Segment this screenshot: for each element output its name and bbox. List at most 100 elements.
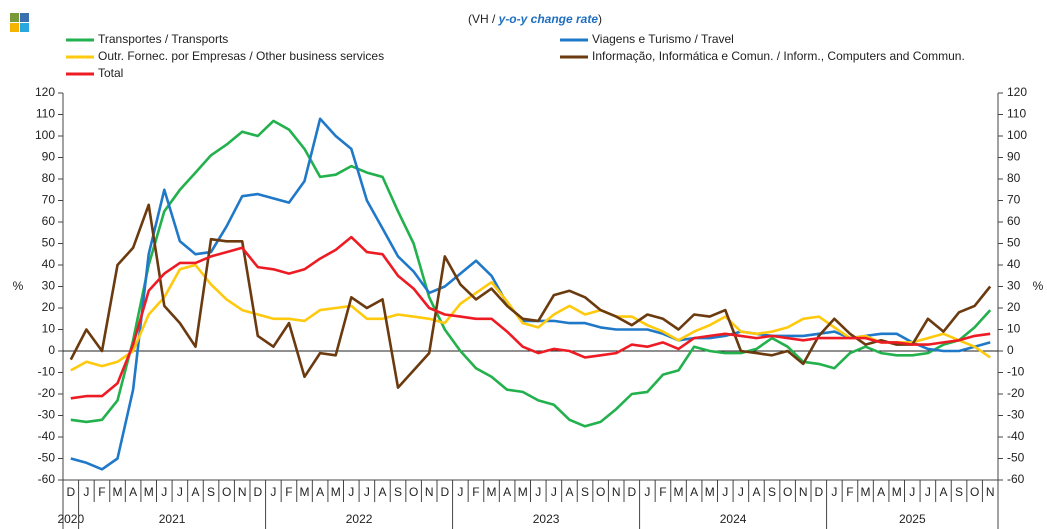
x-tick-label: A <box>939 485 947 499</box>
x-tick-label: M <box>674 485 684 499</box>
x-tick-label: D <box>253 485 262 499</box>
x-tick-label: A <box>503 485 511 499</box>
year-label: 2023 <box>533 512 560 526</box>
logo-square <box>10 23 19 32</box>
y-tick-label: 10 <box>42 322 56 336</box>
y2-tick-label: 20 <box>1007 300 1021 314</box>
x-tick-label: S <box>394 485 402 499</box>
x-tick-label: J <box>83 485 89 499</box>
x-tick-label: M <box>144 485 154 499</box>
x-tick-label: A <box>316 485 324 499</box>
legend-label: Transportes / Transports <box>98 32 228 46</box>
y-tick-label: -60 <box>38 472 56 486</box>
y2-tick-label: 80 <box>1007 171 1021 185</box>
y2-tick-label: 50 <box>1007 236 1021 250</box>
x-tick-label: S <box>581 485 589 499</box>
legend-label: Viagens e Turismo / Travel <box>592 32 734 46</box>
legend-label: Total <box>98 66 123 80</box>
x-tick-label: A <box>191 485 199 499</box>
x-tick-label: S <box>207 485 215 499</box>
x-tick-label: A <box>129 485 137 499</box>
logo-square <box>20 13 29 22</box>
year-label: 2022 <box>346 512 373 526</box>
series-line <box>70 263 991 372</box>
x-tick-label: M <box>705 485 715 499</box>
series-line <box>70 117 991 471</box>
subtitle-part: y-o-y change rate <box>498 12 599 26</box>
x-tick-label: J <box>348 485 354 499</box>
y-tick-label: 110 <box>36 107 55 121</box>
x-tick-label: O <box>596 485 605 499</box>
y-tick-label: 40 <box>42 257 56 271</box>
x-tick-label: F <box>846 485 853 499</box>
x-tick-label: F <box>285 485 292 499</box>
x-tick-label: J <box>925 485 931 499</box>
x-tick-label: O <box>222 485 231 499</box>
y-tick-label: 70 <box>42 193 56 207</box>
year-label: 2020 <box>57 512 84 526</box>
x-tick-label: A <box>752 485 760 499</box>
x-tick-label: D <box>66 485 75 499</box>
x-tick-label: N <box>238 485 247 499</box>
x-tick-label: D <box>627 485 636 499</box>
x-tick-label: A <box>877 485 885 499</box>
x-tick-label: J <box>738 485 744 499</box>
logo-square <box>10 13 19 22</box>
x-tick-label: O <box>409 485 418 499</box>
y2-tick-label: 10 <box>1007 322 1021 336</box>
y2-tick-label: -40 <box>1007 429 1025 443</box>
x-tick-label: F <box>472 485 479 499</box>
x-tick-label: J <box>551 485 557 499</box>
subtitle: (VH / y-o-y change rate) <box>468 12 602 26</box>
y2-tick-label: 0 <box>1007 343 1014 357</box>
x-tick-label: M <box>113 485 123 499</box>
y2-tick-label: 40 <box>1007 257 1021 271</box>
y-tick-label: 120 <box>35 85 55 99</box>
x-tick-label: A <box>565 485 573 499</box>
y-tick-label: 0 <box>48 343 55 357</box>
x-tick-label: N <box>986 485 995 499</box>
y-tick-label: 80 <box>42 171 56 185</box>
x-tick-label: N <box>425 485 434 499</box>
y2-tick-label: 120 <box>1007 85 1027 99</box>
x-tick-label: F <box>98 485 105 499</box>
y-tick-label: 90 <box>42 150 56 164</box>
y-tick-label: -20 <box>38 386 56 400</box>
x-tick-label: J <box>909 485 915 499</box>
y2-tick-label: 100 <box>1007 128 1027 142</box>
x-tick-label: A <box>378 485 386 499</box>
x-tick-label: F <box>659 485 666 499</box>
y-tick-label: -40 <box>38 429 56 443</box>
year-label: 2024 <box>720 512 747 526</box>
y-tick-label: -50 <box>38 451 56 465</box>
y2-tick-label: -50 <box>1007 451 1025 465</box>
y-axis-label: % <box>13 279 24 293</box>
y2-tick-label: 110 <box>1007 107 1026 121</box>
x-tick-label: M <box>300 485 310 499</box>
y2-axis-label: % <box>1033 279 1044 293</box>
legend-label: Informação, Informática e Comun. / Infor… <box>592 49 965 63</box>
x-tick-label: M <box>892 485 902 499</box>
x-tick-label: M <box>861 485 871 499</box>
x-tick-label: N <box>799 485 808 499</box>
series-line <box>70 235 991 400</box>
y-tick-label: 20 <box>42 300 56 314</box>
y-tick-label: 30 <box>42 279 56 293</box>
series-line <box>70 119 992 428</box>
y2-tick-label: 70 <box>1007 193 1021 207</box>
x-tick-label: S <box>768 485 776 499</box>
x-tick-label: J <box>270 485 276 499</box>
x-tick-label: O <box>783 485 792 499</box>
y-tick-label: 100 <box>35 128 55 142</box>
subtitle-part: (VH / <box>468 12 499 26</box>
y-tick-label: 60 <box>42 214 56 228</box>
y-tick-label: 50 <box>42 236 56 250</box>
x-tick-label: J <box>722 485 728 499</box>
y2-tick-label: 30 <box>1007 279 1021 293</box>
x-tick-label: J <box>644 485 650 499</box>
x-tick-label: D <box>814 485 823 499</box>
x-tick-label: M <box>331 485 341 499</box>
y2-tick-label: -30 <box>1007 408 1025 422</box>
y2-tick-label: -60 <box>1007 472 1025 486</box>
